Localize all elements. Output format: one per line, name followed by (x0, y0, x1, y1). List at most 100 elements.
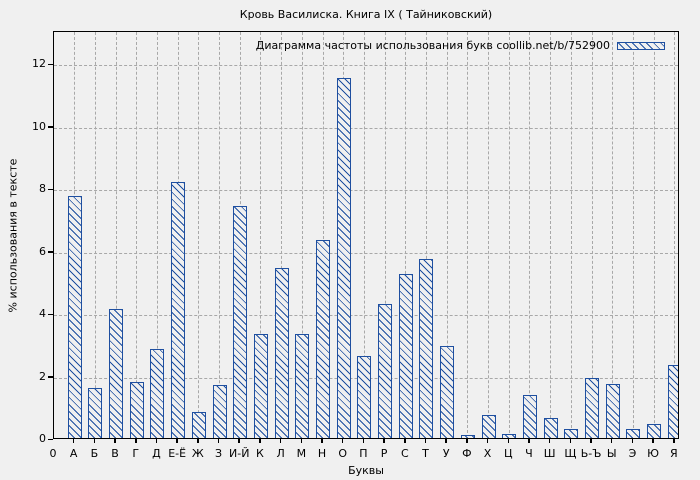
bar-И-Й (233, 205, 248, 438)
x-gridline (405, 32, 407, 438)
x-tick-mark (507, 439, 510, 443)
x-tick-mark (673, 439, 675, 443)
x-tick-mark (341, 439, 344, 443)
x-origin-label: 0 (49, 447, 57, 460)
bar-Ь-Ъ (585, 377, 600, 438)
y-tick-mark (48, 63, 53, 66)
x-gridline (488, 32, 490, 438)
x-tick-label: Л (276, 447, 285, 460)
legend: Диаграмма частоты использования букв coo… (256, 39, 665, 52)
x-tick-label: У (442, 447, 450, 460)
y-tick-label: 2 (39, 369, 46, 383)
x-tick-mark (217, 439, 220, 443)
x-tick-mark (72, 439, 75, 443)
y-tick-mark (48, 438, 53, 440)
x-gridline (281, 32, 283, 438)
x-tick-mark (321, 439, 323, 443)
bar-Щ (564, 429, 579, 438)
bar-Л (274, 268, 289, 438)
x-tick-label: Х (483, 447, 492, 460)
y-gridline (54, 252, 678, 254)
y-gridline (54, 65, 678, 67)
x-tick-label: П (359, 447, 368, 460)
x-tick-label: В (111, 447, 119, 460)
x-gridline (94, 32, 96, 438)
x-tick-label: Ы (606, 447, 617, 460)
x-gridline (591, 32, 593, 438)
x-gridline (384, 32, 386, 438)
x-tick-label: Б (90, 447, 99, 460)
x-tick-mark (631, 439, 634, 443)
x-gridline (467, 32, 469, 438)
x-gridline (115, 32, 117, 438)
bar-Н (316, 240, 331, 438)
bar-Р (378, 304, 393, 438)
y-tick-mark (48, 251, 53, 253)
x-gridline (425, 32, 427, 438)
x-tick-mark (362, 439, 365, 443)
x-tick-mark (404, 439, 406, 443)
x-tick-mark (259, 439, 261, 443)
x-tick-label: Э (628, 447, 637, 460)
legend-hatch-swatch-icon (617, 41, 665, 50)
plot-area: Диаграмма частоты использования букв coo… (53, 31, 679, 439)
x-tick-label: Ц (503, 447, 513, 460)
y-tick-label: 10 (32, 119, 46, 133)
bar-Т (419, 258, 434, 438)
x-tick-label: О (338, 447, 348, 460)
x-tick-mark (569, 439, 572, 443)
bar-К (253, 333, 268, 438)
bar-Х (481, 415, 496, 438)
chart-title: Кровь Василиска. Книга IX ( Тайниковский… (239, 8, 493, 21)
x-gridline (301, 32, 303, 438)
y-tick-label: 6 (39, 244, 46, 258)
bar-М (295, 333, 310, 438)
x-tick-label: С (400, 447, 409, 460)
x-tick-mark (300, 439, 303, 443)
x-gridline (136, 32, 138, 438)
x-gridline (260, 32, 262, 438)
bar-Э (626, 429, 641, 438)
x-tick-label: Ж (191, 447, 204, 460)
x-tick-label: Ь-Ъ (580, 447, 602, 460)
x-tick-mark (424, 439, 427, 443)
x-gridline (529, 32, 531, 438)
x-tick-mark (528, 439, 530, 443)
x-tick-label: Ю (647, 447, 660, 460)
bar-Ч (522, 394, 537, 438)
bar-Ж (191, 411, 206, 438)
x-tick-label: А (69, 447, 78, 460)
x-tick-mark (445, 439, 447, 443)
x-tick-mark (590, 439, 592, 443)
x-tick-mark (155, 439, 158, 443)
x-gridline (156, 32, 158, 438)
x-tick-label: Д (152, 447, 161, 460)
legend-label: Диаграмма частоты использования букв coo… (255, 39, 610, 52)
x-tick-label: Ш (543, 447, 556, 460)
x-tick-mark (176, 439, 178, 443)
x-tick-label: Т (422, 447, 429, 460)
bar-Ю (647, 424, 662, 438)
x-tick-mark (652, 439, 654, 443)
x-tick-label: Н (317, 447, 327, 460)
x-tick-label: Ч (525, 447, 533, 460)
x-gridline (322, 32, 324, 438)
x-tick-label: Е-Ё (168, 447, 187, 460)
x-tick-mark (279, 439, 282, 443)
x-gridline (570, 32, 572, 438)
x-gridline (446, 32, 448, 438)
bar-О (336, 77, 351, 438)
x-tick-label: Щ (564, 447, 577, 460)
x-tick-mark (93, 439, 96, 443)
x-tick-mark (197, 439, 199, 443)
x-tick-mark (466, 439, 468, 443)
bar-Г (129, 382, 144, 438)
bar-Б (88, 388, 103, 438)
x-tick-label: З (215, 447, 223, 460)
x-gridline (219, 32, 221, 438)
x-gridline (612, 32, 614, 438)
x-tick-mark (135, 439, 137, 443)
bar-Ы (605, 383, 620, 438)
x-tick-mark (610, 439, 613, 443)
